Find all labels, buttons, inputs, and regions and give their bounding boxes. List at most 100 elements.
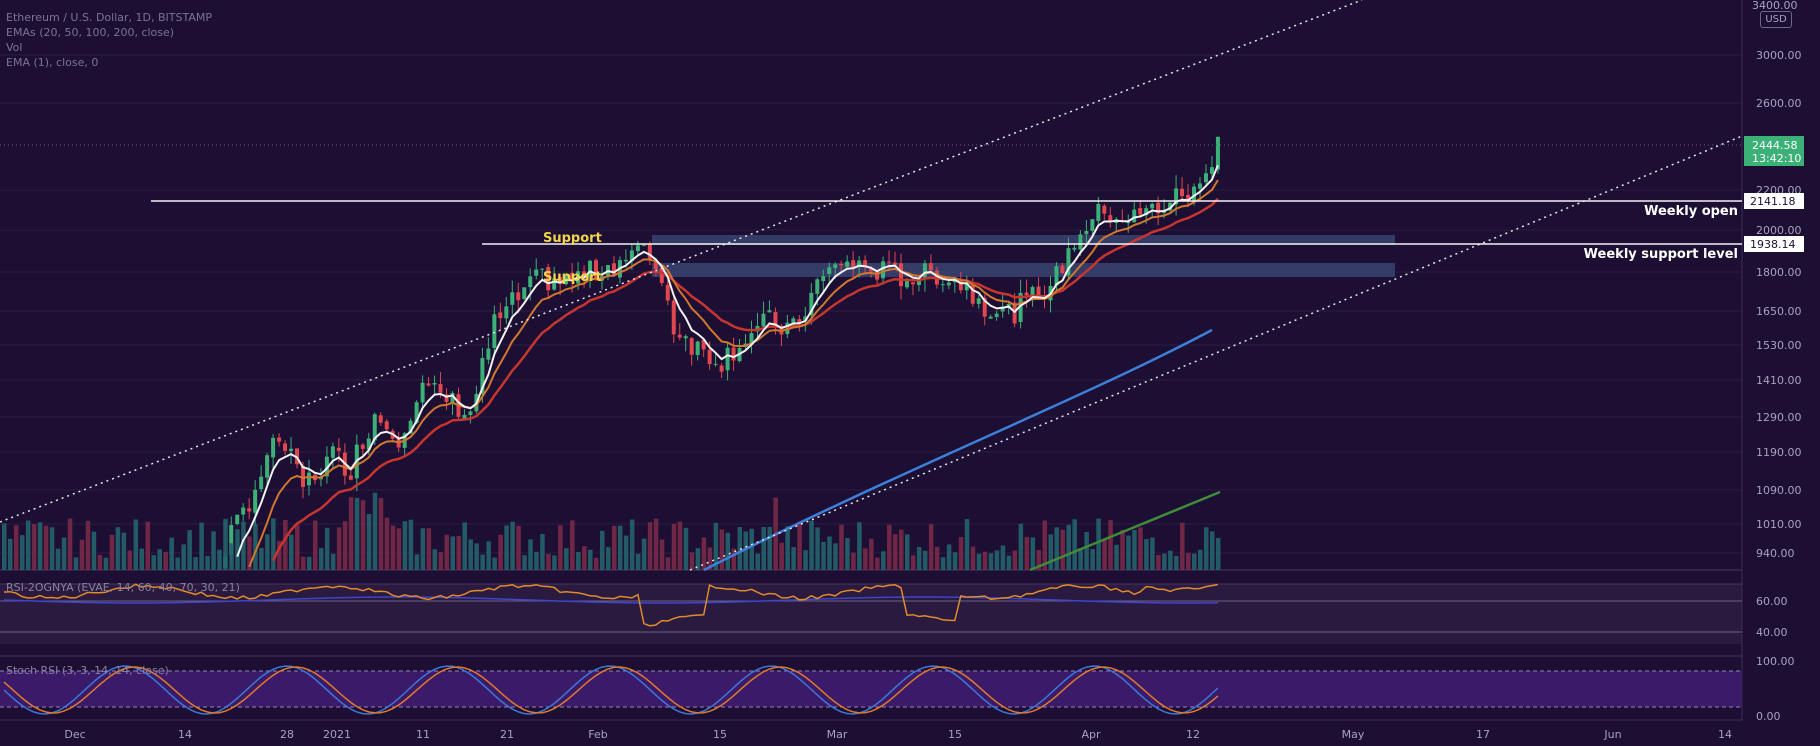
time-tick: 14 bbox=[178, 728, 192, 741]
candle-body bbox=[904, 280, 909, 288]
volume-bar bbox=[396, 528, 402, 570]
legend-volume: Vol bbox=[6, 41, 23, 54]
time-tick: 11 bbox=[416, 728, 430, 741]
candle-body bbox=[833, 264, 838, 268]
volume-bar bbox=[605, 547, 611, 570]
volume-bar bbox=[875, 557, 880, 570]
candle-body bbox=[791, 318, 796, 324]
volume-bar bbox=[103, 557, 109, 570]
candle-body bbox=[1150, 203, 1155, 209]
volume-bar bbox=[653, 518, 659, 570]
candle-body bbox=[922, 263, 927, 279]
volume-bar bbox=[438, 552, 444, 570]
support-zone-upper bbox=[652, 235, 1395, 245]
candle-body bbox=[695, 341, 700, 356]
volume-bar bbox=[181, 544, 186, 570]
candle-body bbox=[253, 489, 258, 513]
candle-body bbox=[1209, 167, 1214, 174]
volume-bar bbox=[1215, 538, 1221, 570]
candle-body bbox=[594, 260, 599, 280]
candle-body bbox=[582, 271, 587, 279]
ema20-line bbox=[236, 164, 1219, 558]
volume-bar bbox=[271, 518, 276, 570]
volume-bar bbox=[480, 554, 485, 570]
volume-bar bbox=[474, 543, 479, 570]
volume-bar bbox=[887, 524, 892, 570]
candle-body bbox=[480, 358, 485, 394]
candle-body bbox=[1000, 306, 1005, 312]
candle-body bbox=[528, 276, 533, 288]
candle-body bbox=[635, 245, 640, 252]
candle-body bbox=[229, 525, 234, 555]
volume-bar bbox=[121, 532, 127, 570]
weekly-open-tag-text: 2141.18 bbox=[1750, 195, 1796, 208]
candle-body bbox=[629, 250, 634, 261]
volume-bar bbox=[43, 525, 49, 570]
volume-bar bbox=[617, 525, 623, 570]
candle-body bbox=[1126, 222, 1131, 224]
volume-bar bbox=[528, 539, 533, 570]
volume-bar bbox=[450, 536, 455, 570]
time-tick: 21 bbox=[500, 728, 514, 741]
volume-bar bbox=[570, 520, 575, 570]
candle-body bbox=[462, 414, 467, 419]
candle-body bbox=[540, 268, 545, 270]
candle-body bbox=[1132, 209, 1137, 223]
candle-body bbox=[420, 382, 425, 403]
volume-bar bbox=[1138, 527, 1143, 570]
volume-bar bbox=[623, 535, 629, 570]
volume-bar bbox=[259, 547, 264, 570]
volume-bar bbox=[665, 557, 671, 570]
candle-body bbox=[247, 508, 252, 512]
volume-bar bbox=[1012, 550, 1018, 570]
currency-badge[interactable]: USD bbox=[1760, 11, 1792, 28]
candle-body bbox=[958, 278, 963, 291]
volume-bar bbox=[964, 519, 970, 570]
candle-body bbox=[1192, 186, 1197, 203]
candle-body bbox=[1168, 202, 1173, 211]
candle-body bbox=[641, 244, 646, 246]
candle-body bbox=[611, 263, 616, 276]
volume-bar bbox=[247, 536, 252, 570]
candle-body bbox=[946, 282, 951, 286]
volume-bar bbox=[1120, 529, 1125, 570]
volume-bar bbox=[1024, 536, 1030, 570]
volume-bar bbox=[755, 553, 760, 570]
candle-body bbox=[970, 285, 975, 304]
volume-bar bbox=[635, 553, 641, 570]
volume-bar bbox=[61, 537, 67, 570]
volume-bar bbox=[719, 529, 725, 570]
stoch-tick-100: 100.00 bbox=[1756, 655, 1795, 668]
candle-body bbox=[235, 514, 240, 524]
candle-body bbox=[653, 261, 658, 269]
time-tick: 15 bbox=[948, 728, 962, 741]
volume-bar bbox=[97, 555, 103, 570]
volume-bar bbox=[689, 552, 695, 570]
volume-bar bbox=[205, 556, 210, 570]
candle-body bbox=[306, 472, 311, 486]
candle-body bbox=[265, 455, 270, 478]
candle-body bbox=[1102, 205, 1107, 214]
price-tick-top: 3400.00 bbox=[1752, 0, 1798, 12]
volume-bar bbox=[791, 547, 796, 570]
rsi-tick-40: 40.00 bbox=[1756, 626, 1788, 639]
candle-body bbox=[570, 272, 575, 282]
volume-bar bbox=[1048, 534, 1053, 570]
volume-bar bbox=[510, 521, 515, 570]
candle-body bbox=[366, 438, 371, 450]
candle-body bbox=[486, 348, 491, 360]
volume-bar bbox=[1096, 518, 1101, 570]
volume-bar bbox=[426, 528, 432, 570]
legend-ema-ribbon: EMAs (20, 50, 100, 200, close) bbox=[6, 26, 175, 39]
time-tick: Apr bbox=[1081, 728, 1101, 741]
volume-bar bbox=[283, 519, 288, 570]
stoch-d-line bbox=[3, 666, 1219, 714]
volume-bar bbox=[928, 524, 934, 570]
weekly-support-label: Weekly support level bbox=[1584, 247, 1738, 262]
volume-bar bbox=[707, 547, 713, 570]
volume-bar bbox=[187, 530, 192, 570]
volume-bar bbox=[157, 549, 162, 570]
volume-bar bbox=[277, 540, 282, 570]
volume-bar bbox=[223, 518, 228, 570]
